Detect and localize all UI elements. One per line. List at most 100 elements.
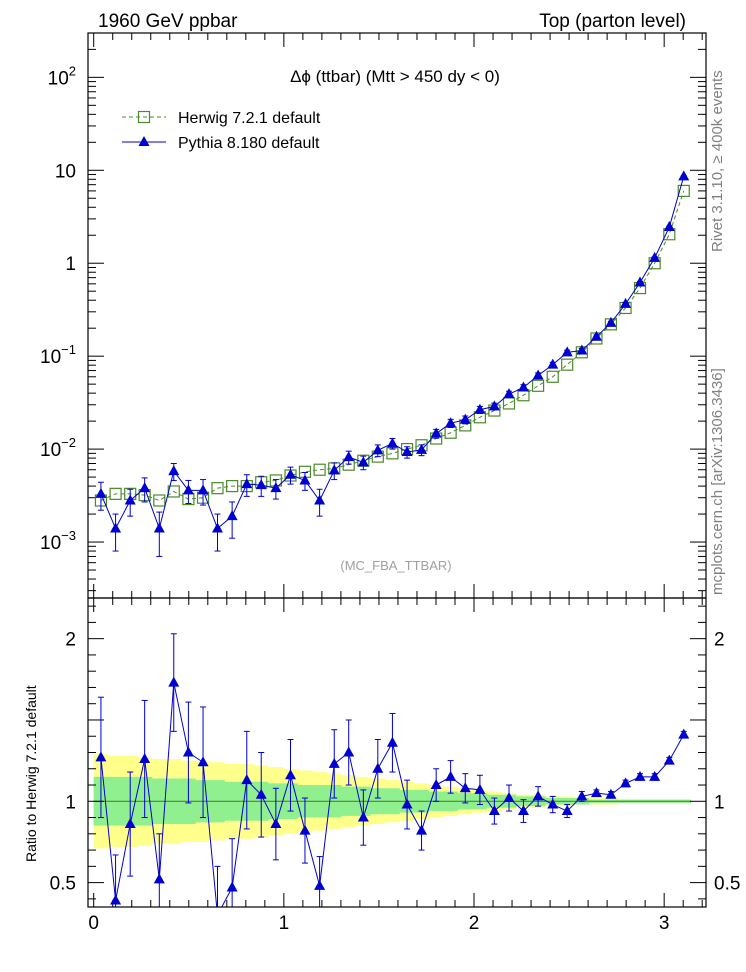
x-tick-labels: 0 1 2 3 (88, 913, 669, 934)
legend: Herwig 7.2.1 default Pythia 8.180 defaul… (122, 110, 321, 152)
herwig-point (502, 397, 516, 410)
main-y-tick-label: 10−1 (40, 342, 76, 368)
ratio-y-tick-label-right: 2 (714, 630, 725, 651)
ratio-pythia-point (561, 805, 573, 816)
ratio-pythia-point (153, 873, 165, 884)
pythia-point (430, 427, 442, 438)
pythia-point (110, 522, 122, 533)
pythia-point (168, 465, 180, 476)
ratio-y-tick-labels: 0.5 0.5 1 1 2 2 (50, 630, 741, 895)
ratio-pythia-point (634, 770, 646, 781)
main-y-tick-label: 10−3 (40, 528, 76, 554)
tick-exponent: −3 (61, 528, 76, 543)
tick-base: 10 (40, 533, 61, 554)
pythia-point (605, 316, 617, 327)
pythia-point (649, 251, 661, 262)
pythia-point (285, 468, 297, 479)
main-herwig-series (94, 184, 690, 507)
main-y-tick-label: 102 (48, 63, 76, 89)
pythia-point (357, 456, 369, 467)
main-pythia-series (95, 170, 690, 557)
pythia-point (547, 358, 559, 369)
pythia-point (474, 403, 486, 414)
ratio-pythia-point (663, 754, 675, 765)
ratio-y-tick-label-right: 0.5 (714, 874, 740, 895)
herwig-point (444, 426, 457, 439)
herwig-point (546, 370, 559, 383)
tick-base: 10 (55, 161, 76, 182)
pythia-point (576, 344, 588, 355)
ratio-pythia-point (255, 788, 267, 799)
ratio-y-tick-label-right: 1 (714, 792, 725, 813)
ratio-pythia-point (314, 879, 326, 890)
pythia-point (663, 221, 675, 232)
ratio-pythia-point (576, 790, 588, 801)
pythia-point (270, 482, 282, 493)
pythia-point (124, 494, 136, 505)
main-axis-ticks (88, 32, 706, 598)
chart-title: Δϕ (ttbar) (Mtt > 450 dy < 0) (290, 67, 500, 86)
pythia-point (343, 451, 355, 462)
pythia-point (445, 417, 457, 428)
ratio-pythia-point (547, 798, 559, 809)
pythia-point (590, 330, 602, 341)
herwig-point (153, 494, 166, 507)
header-left-label: 1960 GeV ppbar (98, 11, 238, 32)
x-tick-label: 3 (659, 913, 670, 934)
herwig-point (561, 358, 574, 371)
ratio-axis-ticks (88, 598, 706, 907)
tick-exponent: 2 (69, 63, 76, 78)
x-tick-label: 2 (469, 913, 480, 934)
tick-base: 10 (40, 440, 61, 461)
pythia-point (620, 297, 632, 308)
ratio-pythia-point (503, 792, 515, 803)
ratio-pythia-point (95, 751, 107, 762)
ratio-pythia-point (139, 753, 151, 764)
header-right-label: Top (parton level) (539, 11, 686, 32)
pythia-point (517, 381, 529, 392)
pythia-point (459, 413, 471, 424)
legend-pythia-marker (138, 136, 150, 146)
main-y-tick-label: 10 (55, 161, 76, 182)
chart-watermark: (MC_FBA_TTBAR) (340, 558, 451, 573)
ratio-pythia-point (678, 728, 690, 739)
ratio-pythia-point (197, 756, 209, 767)
tick-base: 10 (48, 68, 69, 89)
pythia-point (139, 482, 151, 493)
ratio-pythia-series (95, 633, 690, 907)
rivet-version-label: Rivet 3.1.10, ≥ 400k events (709, 70, 726, 252)
ratio-pythia-point (605, 788, 617, 799)
ratio-pythia-point (328, 757, 340, 768)
ratio-pythia-point (488, 805, 500, 816)
pythia-point (678, 170, 690, 181)
pythia-point (211, 522, 223, 533)
ratio-y-tick-label: 2 (65, 630, 76, 651)
tick-base: 1 (65, 254, 76, 275)
ratio-pythia-point (401, 798, 413, 809)
legend-herwig-label: Herwig 7.2.1 default (178, 110, 321, 127)
ratio-pythia-point (474, 783, 486, 794)
pythia-point (314, 494, 326, 505)
pythia-point (153, 522, 165, 533)
herwig-point (531, 379, 545, 392)
ratio-pythia-point (532, 790, 544, 801)
ratio-pythia-point (110, 894, 122, 905)
pythia-point (532, 369, 544, 380)
herwig-point (211, 482, 224, 495)
x-tick-label: 1 (279, 913, 290, 934)
ratio-pythia-point (649, 770, 661, 781)
ratio-pythia-point (285, 769, 297, 780)
ratio-pythia-point (620, 777, 632, 788)
ratio-pythia-point (386, 736, 398, 747)
pythia-point (182, 484, 194, 495)
mcplots-source-label: mcplots.cern.ch [arXiv:1306.3436] (709, 368, 726, 595)
pythia-point (401, 446, 413, 457)
pythia-point (255, 479, 267, 490)
ratio-pythia-point (270, 818, 282, 829)
ratio-pythia-point (372, 762, 384, 773)
ratio-pythia-point (459, 782, 471, 793)
ratio-pythia-point (182, 746, 194, 757)
tick-exponent: −1 (61, 342, 76, 357)
pythia-point (503, 388, 515, 399)
ratio-pythia-point (445, 770, 457, 781)
